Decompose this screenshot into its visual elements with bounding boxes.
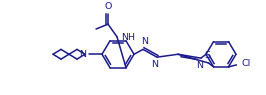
Text: S: S: [205, 51, 210, 60]
Text: NH: NH: [121, 33, 135, 42]
Text: N: N: [152, 60, 159, 69]
Text: N: N: [79, 50, 86, 59]
Text: N: N: [142, 38, 148, 46]
Text: N: N: [197, 61, 203, 70]
Text: Cl: Cl: [242, 59, 251, 68]
Text: O: O: [104, 2, 112, 11]
